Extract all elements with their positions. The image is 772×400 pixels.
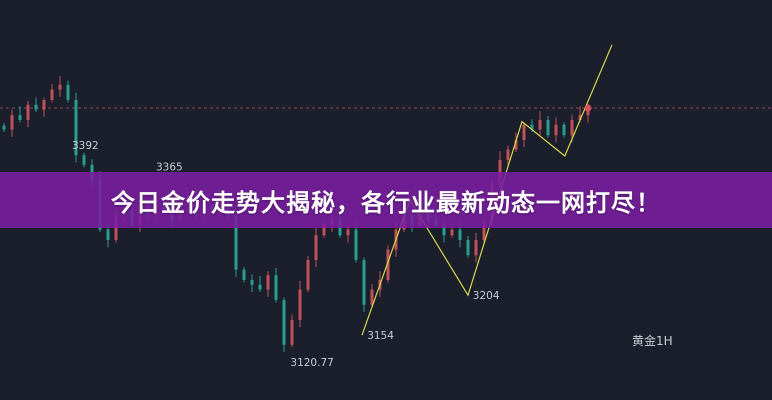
candle-body: [346, 229, 350, 236]
candle-body: [10, 115, 14, 130]
candle-body: [466, 240, 470, 256]
candle-body: [554, 124, 558, 136]
candle-body: [458, 229, 462, 240]
candle-body: [66, 84, 70, 100]
candle-body: [298, 289, 302, 320]
title-banner: 今日金价走势大揭秘，各行业最新动态一网打尽！: [0, 172, 772, 228]
candle-body: [74, 100, 78, 156]
candle-body: [354, 229, 358, 260]
candle-body: [442, 224, 446, 236]
candle-body: [34, 104, 38, 110]
candle-body: [234, 215, 238, 270]
candle-body: [106, 229, 110, 240]
candle-body: [322, 224, 326, 236]
candle-body: [82, 155, 86, 165]
last-price-marker: [584, 104, 592, 112]
candle-body: [42, 100, 46, 110]
candle-body: [282, 300, 286, 345]
candle-body: [250, 280, 254, 285]
candle-body: [538, 120, 542, 130]
candle-body: [314, 235, 318, 260]
price-annotation: 3120.77: [290, 357, 333, 369]
candle-body: [474, 240, 478, 256]
candle-body: [362, 260, 366, 305]
candle-body: [562, 124, 566, 136]
candle-body: [546, 120, 550, 136]
candle-body: [522, 124, 526, 140]
candle-body: [290, 320, 294, 345]
candle-body: [274, 275, 278, 300]
price-annotation: 3154: [367, 330, 394, 342]
candle-body: [570, 120, 574, 136]
price-annotation: 3365: [156, 161, 183, 173]
candle-body: [242, 269, 246, 280]
price-annotation: 3204: [473, 290, 500, 302]
candle-body: [450, 229, 454, 236]
candle-body: [370, 289, 374, 305]
candle-body: [18, 115, 22, 120]
candle-body: [586, 108, 590, 116]
candle-body: [26, 104, 30, 120]
banner-title: 今日金价走势大揭秘，各行业最新动态一网打尽！: [111, 188, 661, 217]
candle-body: [506, 149, 510, 160]
candle-body: [306, 260, 310, 290]
candle-body: [578, 115, 582, 120]
candle-body: [258, 284, 262, 290]
candle-body: [266, 275, 270, 290]
candle-body: [2, 125, 6, 130]
candle-body: [50, 89, 54, 100]
price-annotation: 3392: [72, 140, 99, 152]
candle-body: [514, 140, 518, 150]
candle-body: [58, 84, 62, 90]
symbol-label: 黄金1H: [632, 334, 673, 348]
candle-body: [482, 220, 486, 240]
candle-body: [530, 124, 534, 130]
candle-body: [386, 249, 390, 280]
